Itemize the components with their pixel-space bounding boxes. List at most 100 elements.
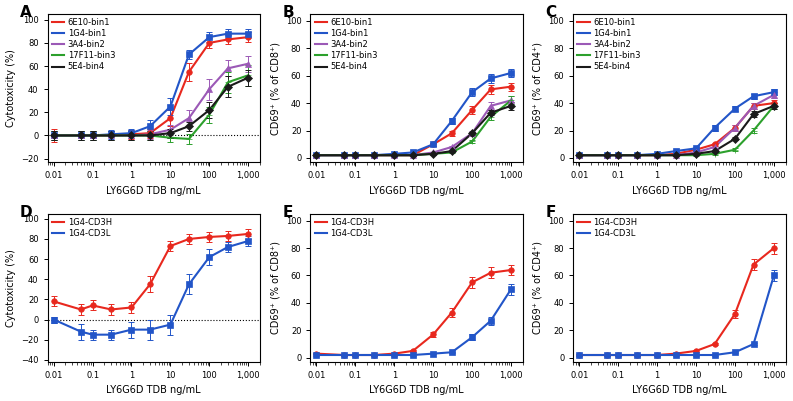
X-axis label: LY6G6D TDB ng/mL: LY6G6D TDB ng/mL <box>370 186 464 196</box>
Legend: 1G4-CD3H, 1G4-CD3L: 1G4-CD3H, 1G4-CD3L <box>313 216 376 240</box>
1G4-bin1 <box>106 132 116 137</box>
Y-axis label: Cytotoxicity (%): Cytotoxicity (%) <box>6 49 16 127</box>
6E10-bin1 <box>223 37 232 42</box>
6E10-bin1 <box>632 153 642 158</box>
3A4-bin2 <box>769 93 779 97</box>
3A4-bin2 <box>243 61 253 66</box>
1G4-CD3L <box>730 350 740 354</box>
Text: B: B <box>283 5 294 20</box>
3A4-bin2 <box>106 133 116 138</box>
Line: 5E4-bin4: 5E4-bin4 <box>580 106 774 155</box>
3A4-bin2 <box>76 133 86 138</box>
17F11-bin3 <box>106 133 116 138</box>
Line: 17F11-bin3: 17F11-bin3 <box>54 75 248 139</box>
Legend: 6E10-bin1, 1G4-bin1, 3A4-bin2, 17F11-bin3, 5E4-bin4: 6E10-bin1, 1G4-bin1, 3A4-bin2, 17F11-bin… <box>313 16 380 73</box>
Text: F: F <box>546 205 556 220</box>
6E10-bin1 <box>49 133 59 138</box>
1G4-CD3H <box>223 233 232 238</box>
1G4-CD3L <box>428 351 438 356</box>
1G4-CD3H <box>351 352 360 357</box>
1G4-bin1 <box>370 153 379 158</box>
17F11-bin3 <box>486 114 496 119</box>
3A4-bin2 <box>486 103 496 108</box>
5E4-bin4 <box>243 75 253 80</box>
1G4-bin1 <box>632 153 642 158</box>
17F11-bin3 <box>467 139 477 144</box>
1G4-bin1 <box>671 149 680 154</box>
17F11-bin3 <box>312 153 321 158</box>
1G4-CD3L <box>749 342 758 346</box>
1G4-bin1 <box>691 146 701 151</box>
Line: 17F11-bin3: 17F11-bin3 <box>580 106 774 155</box>
3A4-bin2 <box>428 150 438 155</box>
1G4-CD3L <box>671 352 680 357</box>
5E4-bin4 <box>351 153 360 158</box>
1G4-CD3H <box>614 352 623 357</box>
6E10-bin1 <box>389 153 399 158</box>
1G4-CD3H <box>632 352 642 357</box>
3A4-bin2 <box>166 127 175 132</box>
1G4-bin1 <box>223 31 232 36</box>
17F11-bin3 <box>408 153 418 158</box>
1G4-CD3L <box>106 332 116 337</box>
5E4-bin4 <box>602 153 611 158</box>
1G4-CD3H <box>49 299 59 304</box>
1G4-CD3H <box>243 231 253 236</box>
3A4-bin2 <box>389 153 399 158</box>
1G4-CD3L <box>710 352 719 357</box>
1G4-CD3L <box>408 352 418 357</box>
1G4-CD3L <box>506 287 515 292</box>
17F11-bin3 <box>506 98 515 103</box>
5E4-bin4 <box>691 152 701 156</box>
1G4-CD3H <box>76 307 86 312</box>
1G4-bin1 <box>145 124 155 129</box>
5E4-bin4 <box>166 131 175 136</box>
6E10-bin1 <box>166 116 175 121</box>
6E10-bin1 <box>506 84 515 89</box>
3A4-bin2 <box>145 132 155 137</box>
3A4-bin2 <box>205 87 214 91</box>
1G4-CD3L <box>127 327 136 332</box>
Line: 1G4-CD3H: 1G4-CD3H <box>316 270 511 355</box>
17F11-bin3 <box>351 153 360 158</box>
Line: 3A4-bin2: 3A4-bin2 <box>54 64 248 136</box>
6E10-bin1 <box>447 131 457 136</box>
6E10-bin1 <box>602 153 611 158</box>
3A4-bin2 <box>88 133 98 138</box>
1G4-bin1 <box>575 153 584 158</box>
6E10-bin1 <box>145 131 155 136</box>
1G4-bin1 <box>614 153 623 158</box>
5E4-bin4 <box>575 153 584 158</box>
Legend: 1G4-CD3H, 1G4-CD3L: 1G4-CD3H, 1G4-CD3L <box>576 216 639 240</box>
Line: 3A4-bin2: 3A4-bin2 <box>580 95 774 155</box>
1G4-CD3H <box>749 262 758 267</box>
6E10-bin1 <box>408 153 418 158</box>
1G4-CD3H <box>389 351 399 356</box>
1G4-bin1 <box>389 152 399 156</box>
17F11-bin3 <box>730 147 740 152</box>
5E4-bin4 <box>223 85 232 89</box>
5E4-bin4 <box>145 133 155 138</box>
1G4-CD3L <box>691 352 701 357</box>
17F11-bin3 <box>88 133 98 138</box>
6E10-bin1 <box>339 153 348 158</box>
1G4-CD3H <box>486 270 496 275</box>
1G4-bin1 <box>49 133 59 138</box>
Line: 1G4-CD3H: 1G4-CD3H <box>580 248 774 355</box>
5E4-bin4 <box>312 153 321 158</box>
17F11-bin3 <box>49 133 59 138</box>
1G4-CD3H <box>467 280 477 285</box>
1G4-bin1 <box>467 90 477 95</box>
5E4-bin4 <box>653 153 662 158</box>
6E10-bin1 <box>351 153 360 158</box>
3A4-bin2 <box>506 98 515 103</box>
3A4-bin2 <box>127 133 136 138</box>
1G4-CD3H <box>769 246 779 251</box>
Y-axis label: CD69⁺ (% of CD8⁺): CD69⁺ (% of CD8⁺) <box>270 42 280 134</box>
17F11-bin3 <box>614 153 623 158</box>
3A4-bin2 <box>408 153 418 158</box>
6E10-bin1 <box>312 153 321 158</box>
6E10-bin1 <box>575 153 584 158</box>
3A4-bin2 <box>602 153 611 158</box>
5E4-bin4 <box>447 149 457 154</box>
